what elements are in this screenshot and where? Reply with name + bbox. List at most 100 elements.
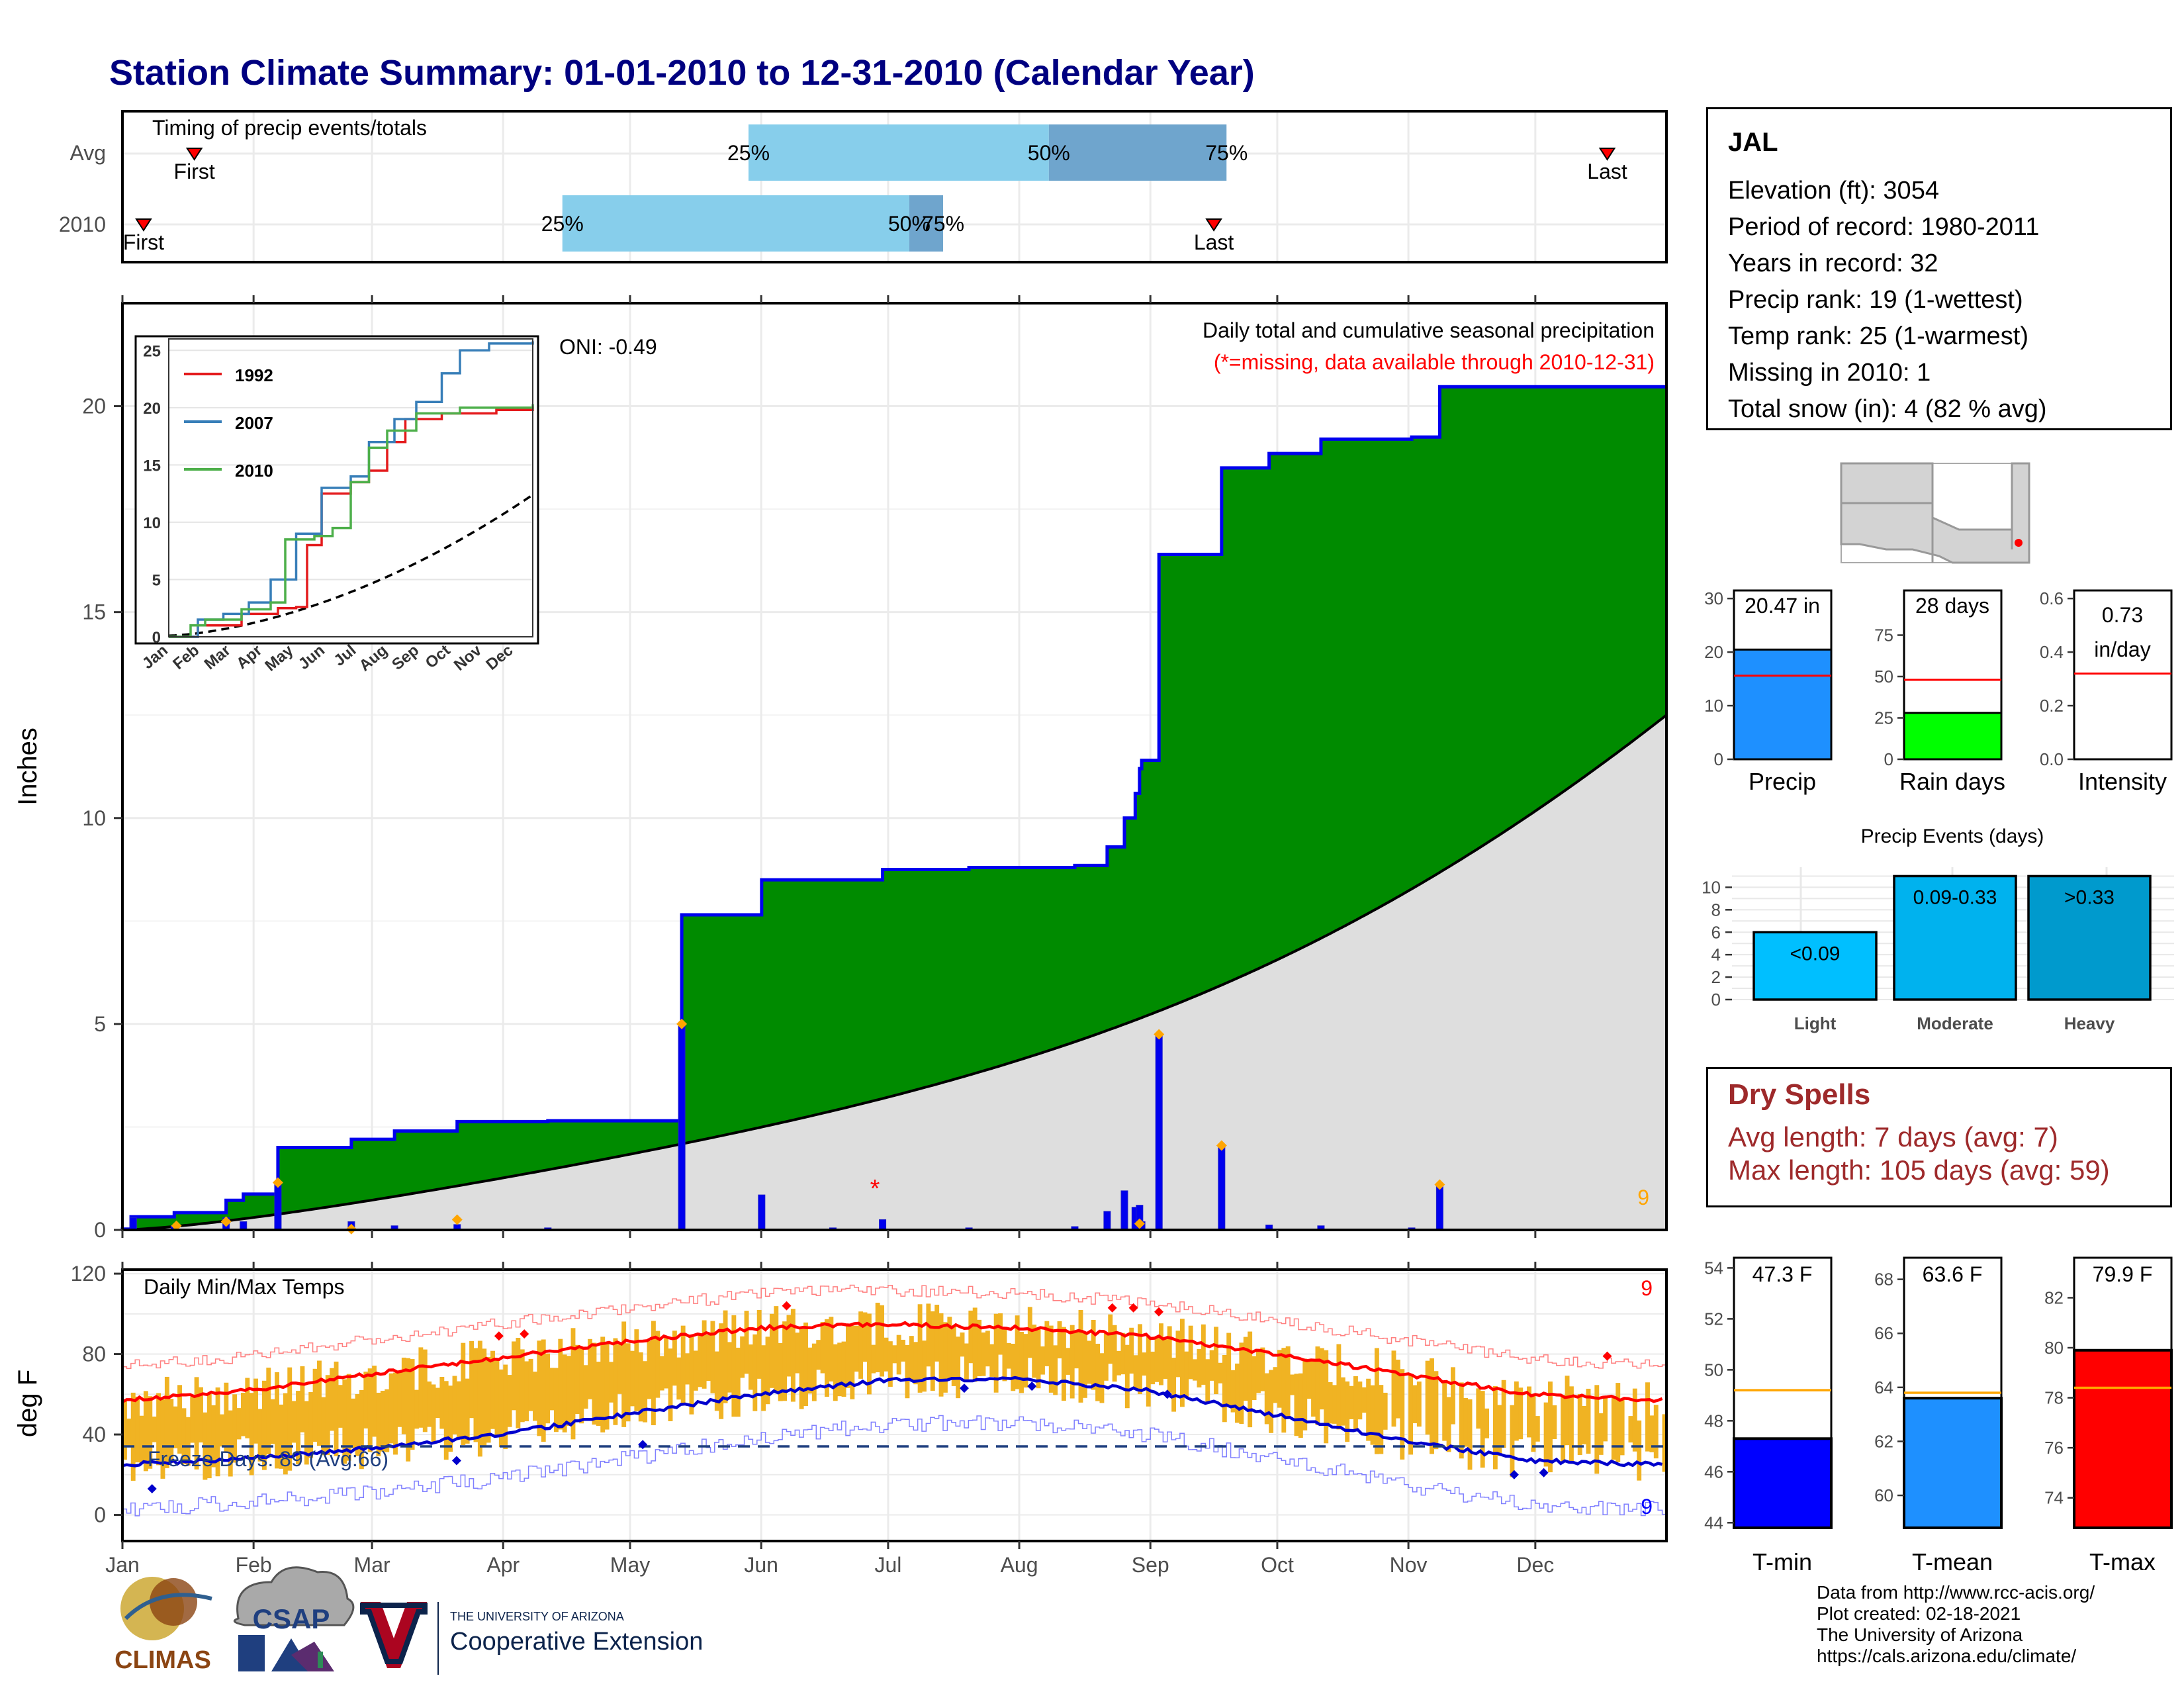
temp-range-bar <box>211 1405 216 1468</box>
temp-range-bar <box>884 1337 889 1372</box>
station-dot <box>2015 539 2023 547</box>
temp-range-bar <box>372 1366 377 1437</box>
temp-range-bar <box>443 1381 449 1460</box>
temp-summary-tick-label: 76 <box>2044 1438 2064 1458</box>
tmax-value-label: 79.9 F <box>2093 1262 2153 1286</box>
temp-range-bar <box>456 1381 461 1437</box>
precip-y-tick-label: 15 <box>82 600 106 624</box>
temp-range-bar <box>727 1342 732 1393</box>
temp-range-bar <box>325 1375 330 1456</box>
temp-range-bar <box>1395 1359 1400 1419</box>
tmean-label: T-mean <box>1912 1548 1993 1575</box>
daily-record-marker <box>1434 1179 1445 1190</box>
temp-range-bar <box>477 1340 482 1457</box>
temp-range-bar <box>279 1404 284 1469</box>
page-title: Station Climate Summary: 01-01-2010 to 1… <box>109 53 1255 93</box>
temp-range-bar <box>1218 1362 1223 1383</box>
temp-y-axis: 0 40 80 120 <box>71 1262 122 1527</box>
temp-range-bar <box>135 1396 140 1463</box>
precip-events-bars: <0.09 Light 0.09-0.33 Moderate >0.33 Heavy <box>1752 874 2152 1033</box>
temp-range-bar <box>735 1347 741 1417</box>
precip-summary-axis: 0 10 20 30 <box>1704 588 1734 769</box>
inset-y-tick-label: 25 <box>143 342 161 360</box>
temp-range-bar <box>1328 1382 1333 1424</box>
station-temp-rank: Temp rank: 25 (1-warmest) <box>1728 322 2029 350</box>
inset-y-tick-label: 15 <box>143 457 161 475</box>
daily-record-marker <box>272 1177 283 1188</box>
temp-range-bar <box>1548 1382 1553 1473</box>
temp-range-bar <box>266 1368 271 1455</box>
precip-y-tick-label: 10 <box>82 806 106 830</box>
temp-range-bar <box>1451 1367 1455 1425</box>
temp-range-bar <box>1361 1387 1367 1413</box>
temp-summary-tick-label: 44 <box>1704 1513 1723 1532</box>
daily-record-marker <box>220 1216 232 1227</box>
temp-range-bar <box>177 1385 182 1454</box>
temp-range-bar <box>850 1325 855 1399</box>
precip-missing-count: 9 <box>1637 1186 1649 1209</box>
station-elevation: Elevation (ft): 3054 <box>1728 177 1939 205</box>
temp-range-bar <box>1015 1315 1020 1389</box>
temp-range-bar <box>680 1325 686 1405</box>
temp-range-bar <box>516 1338 521 1429</box>
timing-title: Timing of precip events/totals <box>152 116 427 140</box>
temp-summary-tick-label: 52 <box>1704 1309 1723 1329</box>
precip-events-chart: Precip Events (days) <0.09 Light 0.09-0.33… <box>1702 825 2174 1033</box>
precip-y-tick-label: 5 <box>94 1012 106 1036</box>
daily-precip-bar <box>879 1219 887 1231</box>
credit-url: https://cals.arizona.edu/climate/ <box>1817 1646 2077 1666</box>
temp-range-bar <box>1074 1332 1079 1369</box>
average-cumulative-area <box>122 715 1666 1230</box>
temp-range-bar <box>765 1336 770 1405</box>
temp-range-bar <box>431 1384 436 1442</box>
temp-range-bar <box>549 1368 555 1411</box>
intensity-axis: 0.0 0.2 0.4 0.6 <box>2040 588 2074 769</box>
temp-range-bar <box>537 1340 542 1436</box>
temp-range-bar <box>1108 1314 1113 1364</box>
temp-range-bar <box>956 1336 961 1399</box>
daily-precip-bar <box>758 1194 766 1231</box>
daily-temp-range-bars <box>122 1302 1667 1481</box>
temp-range-bar <box>643 1361 648 1423</box>
temp-range-bar <box>1260 1347 1265 1391</box>
daily-record-marker <box>451 1214 463 1225</box>
daily-precip-bar <box>1435 1184 1443 1231</box>
temp-range-bar <box>1044 1321 1050 1366</box>
temp-range-bar <box>1281 1348 1287 1433</box>
temp-range-bar <box>604 1341 610 1430</box>
temp-range-bar <box>1201 1324 1206 1385</box>
temp-y-tick-label: 120 <box>71 1262 106 1286</box>
temp-range-bar <box>143 1391 148 1472</box>
temp-range-bar <box>1138 1324 1142 1395</box>
temp-range-bar <box>1171 1358 1177 1412</box>
temp-range-bar <box>858 1311 864 1379</box>
temp-range-bar <box>1298 1373 1303 1438</box>
temp-range-bar <box>1476 1388 1481 1429</box>
dry-spells-avg: Avg length: 7 days (avg: 7) <box>1728 1121 2058 1152</box>
temp-range-bar <box>710 1321 715 1393</box>
inset-series-2010 <box>169 404 534 638</box>
daily-record-marker <box>1216 1140 1227 1151</box>
daily-precip-bar <box>1218 1145 1226 1231</box>
temp-range-bar <box>570 1328 576 1440</box>
temp-range-bar <box>553 1368 559 1432</box>
timing-label-25: 25% <box>541 212 584 236</box>
month-tick-label: Nov <box>1390 1553 1428 1577</box>
temp-range-bar <box>1069 1325 1075 1399</box>
timing-bar-50-75 <box>1048 124 1227 181</box>
precip-event-category-label: Moderate <box>1917 1013 1993 1033</box>
temp-range-bar <box>1400 1369 1405 1460</box>
temp-range-bar <box>1184 1351 1189 1398</box>
timing-first-label: First <box>174 160 215 183</box>
temp-range-bar <box>1416 1382 1422 1427</box>
temp-range-bar <box>304 1401 309 1465</box>
timing-first-label: First <box>123 230 164 254</box>
summary-tmax-bar: 79.9 F T-max 74 76 78 80 82 <box>2044 1256 2173 1575</box>
temp-range-bar <box>317 1360 322 1446</box>
temp-range-bar <box>613 1338 618 1425</box>
temp-range-bar <box>579 1347 584 1424</box>
temp-range-bar <box>1463 1397 1469 1447</box>
temp-range-bar <box>689 1336 694 1415</box>
temp-range-bar <box>1002 1328 1007 1382</box>
